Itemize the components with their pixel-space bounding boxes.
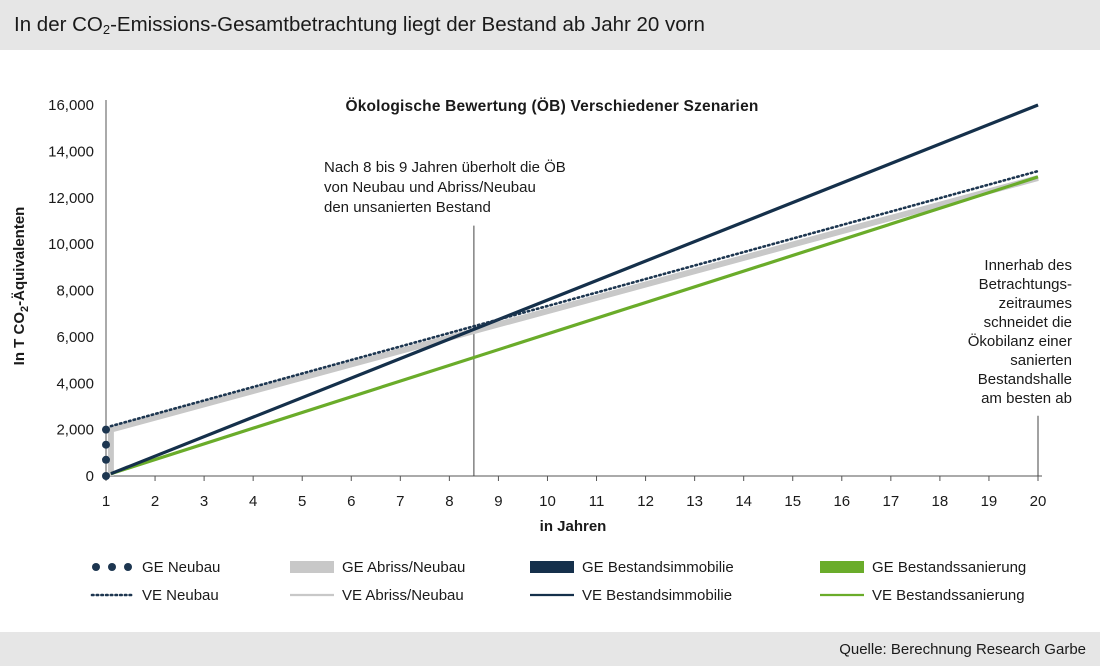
x-tick-label-2: 2 — [151, 493, 159, 510]
x-tick-label-14: 14 — [735, 493, 752, 510]
legend-item-ge-abriss-neubau-label: GE Abriss/Neubau — [342, 559, 465, 576]
y-tick-label-16000: 16,000 — [48, 97, 94, 114]
source-note: Quelle: Berechnung Research Garbe — [839, 641, 1086, 658]
y-axis-label-pre: In T CO — [11, 312, 28, 366]
co2-line-chart: Ökologische Bewertung (ÖB) Verschiedener… — [11, 97, 1072, 604]
annotation-crossover-line-1: Nach 8 bis 9 Jahren überholt die ÖB — [324, 158, 566, 176]
legend-item-ve-neubau: VE Neubau — [90, 587, 219, 604]
x-tick-label-11: 11 — [589, 493, 605, 510]
x-tick-label-19: 19 — [981, 493, 998, 510]
y-axis-label-post: -Äquivalenten — [11, 207, 28, 306]
y-tick-label-8000: 8,000 — [56, 283, 94, 300]
series-layer — [102, 103, 1040, 480]
header-title-post: -Emissions-Gesamtbetrachtung liegt der B… — [110, 13, 705, 36]
header-title-pre: In der CO — [14, 13, 103, 36]
legend-item-ge-neubau-swatch-dot-2 — [108, 563, 116, 571]
legend-item-ge-neubau-swatch-dot-1 — [92, 563, 100, 571]
legend-item-ve-bestandssanierung-label: VE Bestandssanierung — [872, 587, 1025, 604]
x-axis-label: in Jahren — [540, 518, 607, 535]
y-tick-label-6000: 6,000 — [56, 329, 94, 346]
x-tick-label-12: 12 — [637, 493, 654, 510]
series-ge-neubau-point-1 — [102, 472, 110, 480]
legend-item-ge-bestandsimmobilie-label: GE Bestandsimmobilie — [582, 559, 734, 576]
y-tick-label-4000: 4,000 — [56, 375, 94, 392]
axes: 0 2,000 4,000 6,000 8,000 10,000 12,000 14,000 1… — [48, 97, 1046, 510]
legend-item-ve-neubau-label: VE Neubau — [142, 587, 219, 604]
annotation-end-line-6: sanierten — [1010, 352, 1072, 369]
annotation-crossover-line-2: von Neubau und Abriss/Neubau — [324, 179, 536, 196]
y-axis-label: In T CO2-Äquivalenten — [11, 207, 31, 366]
chart-title: Ökologische Bewertung (ÖB) Verschiedener… — [345, 98, 758, 115]
x-tick-label-20: 20 — [1030, 493, 1047, 510]
legend-item-ge-bestandsimmobilie-swatch — [530, 561, 574, 573]
series-ve-neubau-line — [109, 169, 1040, 428]
chart-header: In der CO2-Emissions-Gesamtbetrachtung l… — [0, 0, 1100, 50]
legend-item-ge-abriss-neubau-swatch — [290, 561, 334, 573]
annotation-end-line-2: Betrachtungs- — [979, 276, 1072, 293]
x-tick-label-7: 7 — [396, 493, 404, 510]
annotation-crossover: Nach 8 bis 9 Jahren überholt die ÖB von N… — [324, 158, 566, 216]
legend: GE Neubau GE Abriss/Neubau GE Bestandsimmo… — [90, 559, 1026, 604]
x-tick-label-4: 4 — [249, 493, 257, 510]
series-ve-abriss-neubau-line — [110, 177, 1039, 431]
x-tick-label-5: 5 — [298, 493, 306, 510]
annotation-end-line-3: zeitraumes — [999, 295, 1072, 312]
legend-item-ge-neubau-label: GE Neubau — [142, 559, 220, 576]
annotation-end-line-7: Bestandshalle — [978, 371, 1072, 388]
annotation-end: Innerhab des Betrachtungs-zeitraumes schne… — [968, 257, 1072, 407]
series-ve-bestandsimmobilie-line — [110, 104, 1039, 475]
annotation-end-line-4: schneidet die — [984, 314, 1072, 331]
legend-item-ve-bestandssanierung: VE Bestandssanierung — [820, 587, 1025, 604]
x-tick-label-8: 8 — [445, 493, 453, 510]
legend-item-ge-bestandssanierung-swatch — [820, 561, 864, 573]
legend-item-ge-bestandssanierung: GE Bestandssanierung — [820, 559, 1026, 576]
legend-item-ge-neubau-swatch-dot-3 — [124, 563, 132, 571]
annotation-end-line-5: Ökobilanz einer — [968, 332, 1072, 350]
x-tick-label-3: 3 — [200, 493, 208, 510]
y-tick-label-2000: 2,000 — [56, 422, 94, 439]
x-tick-label-16: 16 — [833, 493, 850, 510]
annotation-crossover-line-3: den unsanierten Bestand — [324, 199, 491, 216]
x-tick-label-1: 1 — [102, 493, 110, 510]
annotations: Nach 8 bis 9 Jahren überholt die ÖB von N… — [324, 158, 1072, 476]
legend-item-ge-bestandssanierung-label: GE Bestandssanierung — [872, 559, 1026, 576]
header-title-sub: 2 — [102, 22, 111, 37]
annotation-end-line-8: am besten ab — [981, 390, 1072, 407]
x-tick-label-15: 15 — [784, 493, 801, 510]
series-ge-neubau-point-4 — [102, 425, 110, 434]
annotation-end-line-1: Innerhab des — [984, 257, 1072, 274]
series-ge-neubau-point-2 — [102, 455, 110, 464]
x-tick-label-6: 6 — [347, 493, 355, 510]
series-ge-neubau-point-3 — [102, 440, 110, 449]
legend-item-ve-bestandsimmobilie-label: VE Bestandsimmobilie — [582, 587, 732, 604]
x-tick-label-17: 17 — [882, 493, 899, 510]
legend-item-ve-abriss-neubau-label: VE Abriss/Neubau — [342, 587, 464, 604]
y-tick-label-12000: 12,000 — [48, 190, 94, 207]
legend-item-ge-bestandsimmobilie: GE Bestandsimmobilie — [530, 559, 734, 576]
legend-item-ve-abriss-neubau: VE Abriss/Neubau — [290, 587, 464, 604]
svg-text:In T CO2-Äquivalenten: In T CO2-Äquivalenten — [11, 207, 31, 366]
legend-item-ge-abriss-neubau: GE Abriss/Neubau — [290, 559, 465, 576]
series-ge-neubau — [102, 425, 110, 480]
y-tick-label-0: 0 — [86, 468, 94, 485]
x-tick-label-13: 13 — [686, 493, 703, 510]
series-ve-bestandssanierung-line — [110, 176, 1039, 475]
y-tick-label-10000: 10,000 — [48, 236, 94, 253]
y-axis-label-sub: 2 — [19, 306, 31, 312]
x-tick-label-10: 10 — [539, 493, 556, 510]
x-tick-label-9: 9 — [494, 493, 502, 510]
x-tick-label-18: 18 — [932, 493, 949, 510]
chart-footer: Quelle: Berechnung Research Garbe — [0, 632, 1100, 666]
legend-item-ge-neubau: GE Neubau — [92, 559, 220, 576]
y-tick-label-14000: 14,000 — [48, 143, 94, 160]
legend-item-ve-bestandsimmobilie: VE Bestandsimmobilie — [530, 587, 732, 604]
